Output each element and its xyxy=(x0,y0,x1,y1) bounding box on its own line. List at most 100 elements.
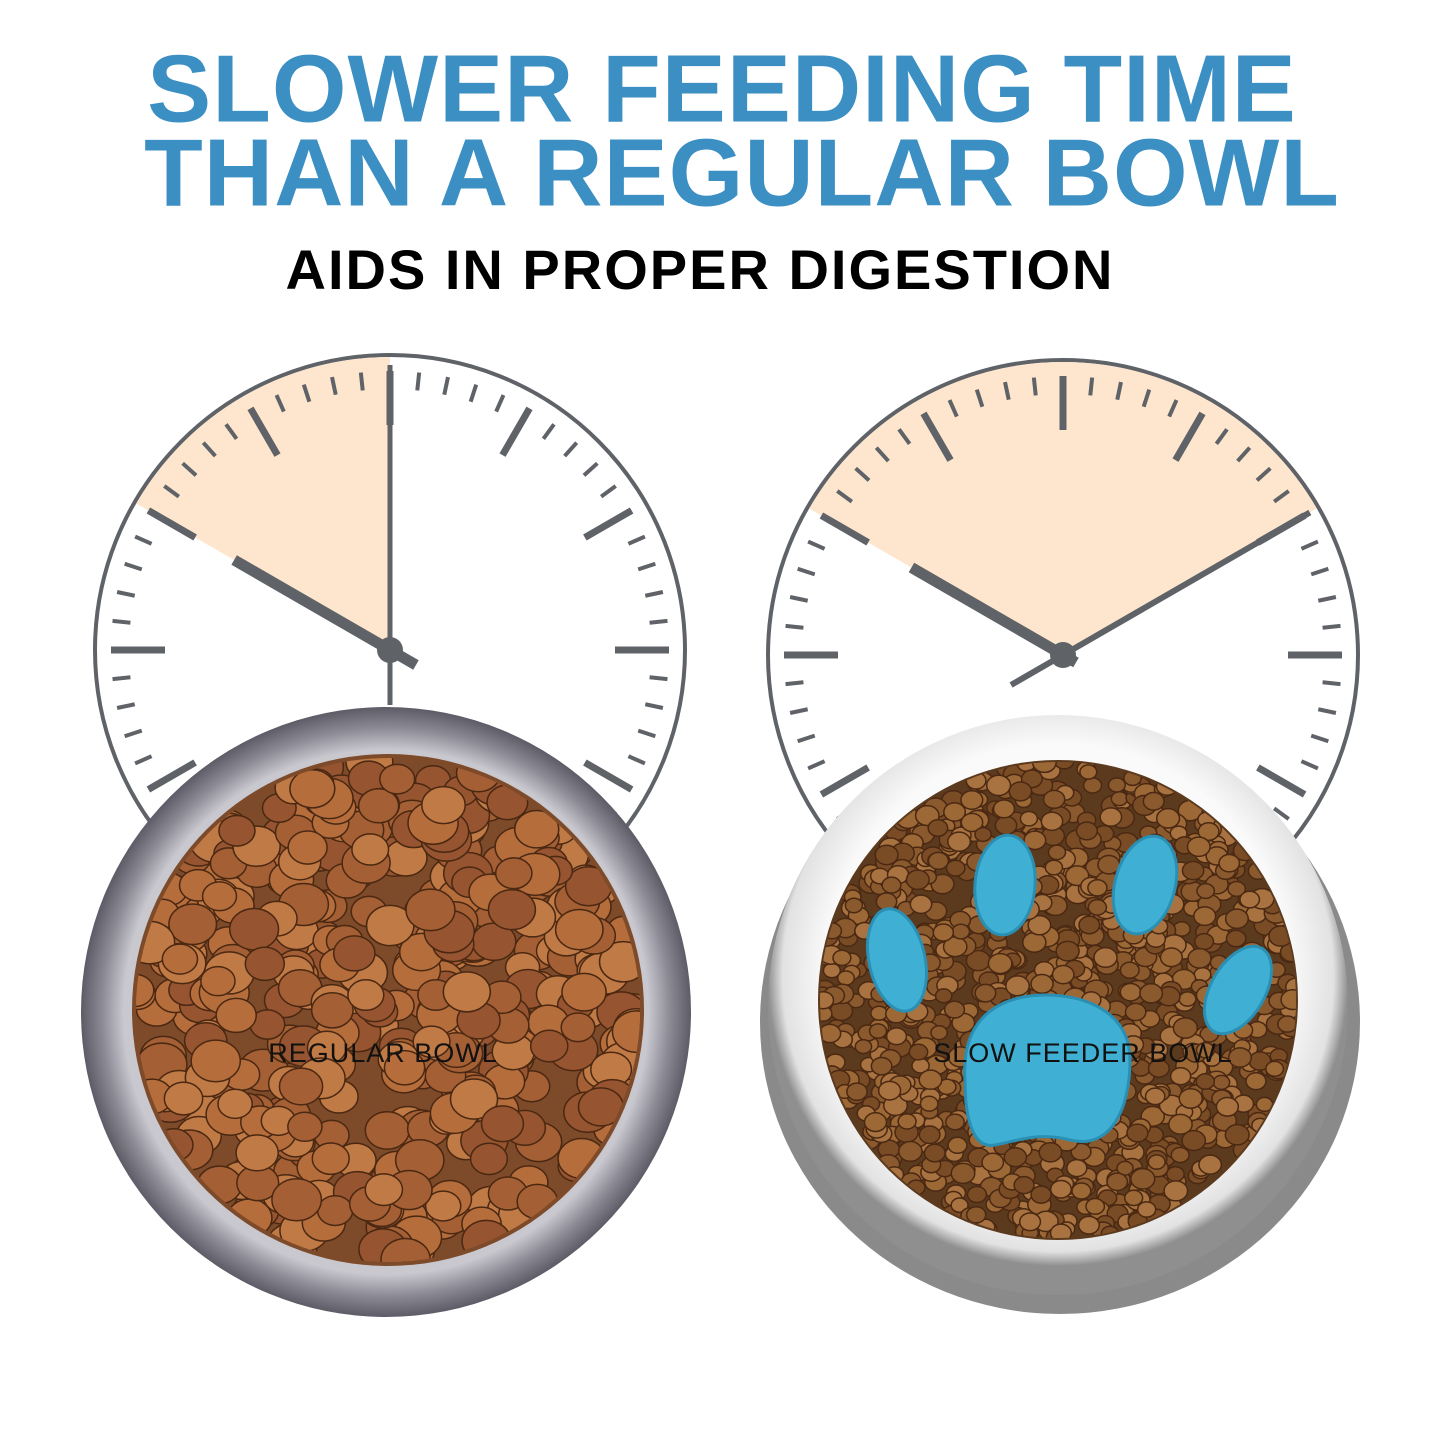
panel-label: SLOW FEEDER BOWL xyxy=(933,1038,1233,1068)
minor-tick xyxy=(1300,759,1319,771)
kibble-piece xyxy=(487,888,537,931)
kibble-piece xyxy=(905,869,930,891)
kibble-piece xyxy=(561,972,607,1012)
kibble-piece xyxy=(1165,1165,1185,1183)
minor-tick xyxy=(563,441,579,458)
kibble-piece xyxy=(1224,1123,1250,1146)
kibble-piece xyxy=(947,1136,968,1155)
kibble-piece xyxy=(994,815,1018,836)
title-line: SLOWER FEEDING TIME xyxy=(147,35,1297,142)
kibble-piece xyxy=(1044,859,1064,876)
kibble-piece xyxy=(405,888,456,932)
minor-tick xyxy=(1088,377,1095,396)
kibble-piece xyxy=(947,831,972,852)
kibble-piece xyxy=(1265,1060,1285,1078)
kibble-piece xyxy=(287,1111,323,1143)
kibble-piece xyxy=(950,1162,976,1185)
kibble-piece xyxy=(1087,879,1108,897)
minor-tick xyxy=(124,728,143,739)
kibble-piece xyxy=(832,949,852,967)
kibble-piece xyxy=(1019,810,1039,827)
kibble-piece xyxy=(1075,821,1099,841)
minor-tick xyxy=(1115,381,1123,401)
kibble-piece xyxy=(897,1113,917,1130)
kibble-piece xyxy=(1187,947,1212,969)
kibble-piece xyxy=(992,799,1016,819)
kibble-piece xyxy=(1049,1223,1073,1238)
kibble-piece xyxy=(364,1110,411,1150)
kibble-piece xyxy=(1116,1160,1134,1176)
minor-tick xyxy=(974,389,985,408)
kibble-piece xyxy=(1136,1201,1157,1218)
kibble-piece xyxy=(1280,989,1296,1011)
kibble-piece xyxy=(1047,844,1067,861)
kibble-piece xyxy=(1027,914,1052,936)
minor-tick xyxy=(785,623,804,630)
kibble-piece xyxy=(190,1039,242,1083)
kibble-piece xyxy=(918,1069,943,1091)
minor-tick xyxy=(468,384,479,403)
major-tick xyxy=(146,507,197,541)
kibble-piece xyxy=(1225,929,1247,948)
minor-tick xyxy=(134,754,153,766)
minor-tick xyxy=(644,702,664,710)
kibble-piece xyxy=(870,1056,893,1076)
kibble-piece xyxy=(1078,915,1101,935)
kibble-piece xyxy=(1212,1074,1231,1091)
kibble-piece xyxy=(965,1205,987,1224)
paw-toe xyxy=(1111,834,1179,936)
kibble-piece xyxy=(1013,1175,1035,1195)
minor-tick xyxy=(637,728,656,739)
minor-tick xyxy=(116,590,136,598)
kibble-piece xyxy=(1197,822,1220,842)
minor-tick xyxy=(1272,489,1290,504)
kibble-piece xyxy=(863,1112,888,1133)
kibble-piece xyxy=(1123,1189,1144,1207)
kibble-piece xyxy=(1186,836,1211,858)
kibble-piece xyxy=(908,1043,929,1061)
kibble-piece xyxy=(854,1038,873,1055)
minor-tick xyxy=(649,675,668,682)
clock-hand xyxy=(908,562,1079,668)
kibble-piece xyxy=(1093,946,1118,969)
kibble-piece xyxy=(218,814,256,847)
major-tick xyxy=(247,406,281,457)
kibble-piece xyxy=(449,1078,499,1120)
kibble-piece xyxy=(554,908,604,951)
kibble-piece xyxy=(1169,1066,1192,1086)
major-tick xyxy=(920,411,954,462)
minor-tick xyxy=(797,566,816,577)
kibble-piece xyxy=(960,790,984,811)
kibble-piece xyxy=(820,990,835,1010)
kibble-piece xyxy=(1099,807,1123,827)
kibble-piece xyxy=(1110,791,1129,807)
kibble-piece xyxy=(244,946,286,982)
kibble-piece xyxy=(1218,853,1241,873)
kibble-piece xyxy=(379,763,416,795)
kibble-piece xyxy=(1087,898,1108,916)
kibble-piece xyxy=(877,1080,902,1101)
major-tick xyxy=(1256,764,1307,798)
kibble-piece xyxy=(1245,1071,1267,1091)
kibble-piece xyxy=(1030,1185,1052,1204)
kibble-piece xyxy=(943,1000,966,1019)
kibble-piece xyxy=(919,1095,939,1112)
minor-tick xyxy=(1317,595,1337,603)
kibble-piece xyxy=(868,1023,888,1039)
kibble-piece xyxy=(1198,1154,1223,1175)
minor-tick xyxy=(1003,381,1011,401)
kibble-piece xyxy=(1071,1182,1092,1200)
kibble-piece xyxy=(1144,1087,1166,1106)
minor-tick xyxy=(897,428,912,446)
kibble-piece xyxy=(1038,1142,1063,1163)
kibble-piece xyxy=(1170,1146,1190,1164)
kibble-piece xyxy=(1227,880,1247,898)
kibble-piece xyxy=(383,1049,426,1086)
kibble-piece xyxy=(951,923,971,940)
clock-pin xyxy=(1050,642,1076,668)
minor-tick xyxy=(541,423,556,441)
kibble-piece xyxy=(217,1088,253,1120)
kibble-piece xyxy=(1055,940,1080,962)
